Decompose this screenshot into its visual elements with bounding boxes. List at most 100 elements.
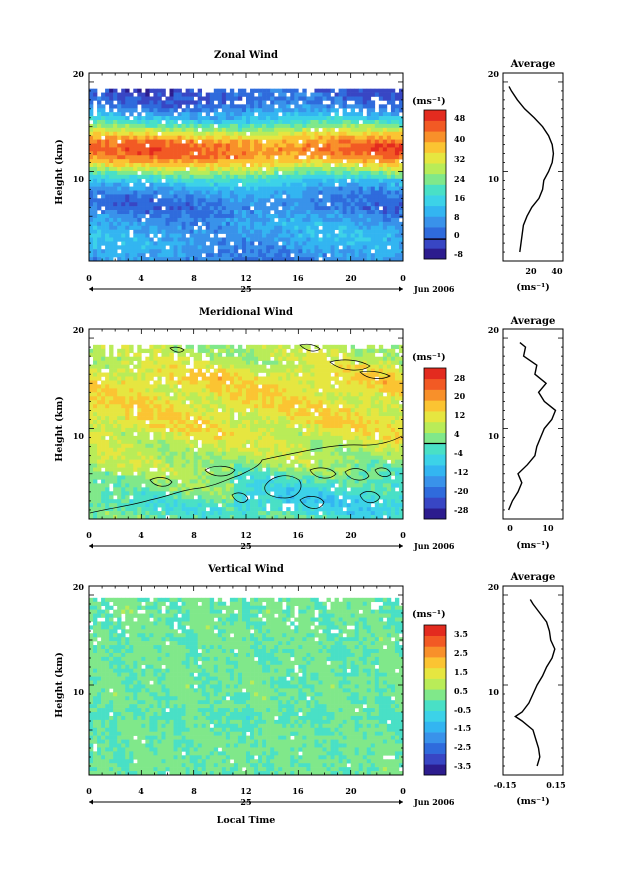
heatmap-cell	[254, 233, 259, 238]
heatmap-cell	[157, 443, 162, 449]
heatmap-cell	[173, 412, 178, 417]
heatmap-cell	[229, 190, 235, 195]
heatmap-cell	[121, 163, 126, 168]
heatmap-cell	[266, 96, 271, 101]
heatmap-cell	[205, 139, 211, 144]
heatmap-cell	[113, 400, 118, 405]
heatmap-cell	[225, 151, 231, 156]
heatmap-cell	[246, 108, 251, 113]
heatmap-cell	[201, 364, 207, 369]
heatmap-cell	[193, 364, 198, 369]
heatmap-cell	[169, 194, 174, 199]
heatmap-cell	[342, 190, 347, 195]
heatmap-cell	[342, 100, 347, 105]
heatmap-cell	[290, 206, 295, 211]
heatmap-cell	[145, 217, 150, 223]
heatmap-cell	[237, 380, 243, 385]
heatmap-cell	[229, 186, 235, 191]
heatmap-cell	[394, 120, 400, 125]
heatmap-cell	[366, 237, 372, 242]
heatmap-cell	[354, 112, 360, 117]
heatmap-cell	[121, 459, 126, 464]
heatmap-cell	[310, 139, 315, 144]
heatmap-cell	[97, 427, 102, 433]
heatmap-cell	[153, 155, 158, 160]
heatmap-cell	[177, 463, 182, 468]
heatmap-cell	[294, 123, 299, 129]
heatmap-cell	[390, 120, 396, 125]
heatmap-cell	[350, 108, 355, 113]
heatmap-cell	[101, 388, 106, 393]
heatmap-cell	[113, 206, 118, 211]
heatmap-cell	[149, 356, 154, 361]
heatmap-cell	[246, 120, 251, 125]
heatmap-cell	[306, 214, 311, 219]
heatmap-cell	[157, 427, 162, 433]
heatmap-cell	[189, 396, 194, 401]
heatmap-cell	[121, 186, 126, 191]
heatmap-cell	[358, 135, 364, 140]
heatmap-cell	[145, 139, 150, 144]
heatmap-cell	[354, 178, 360, 183]
heatmap-cell	[89, 384, 94, 389]
heatmap-cell	[282, 202, 287, 207]
zonal-ticks	[88, 72, 404, 262]
zonal-cb-tick-48: 48	[454, 113, 466, 123]
heatmap-cell	[258, 123, 263, 129]
heatmap-cell	[318, 214, 323, 219]
heatmap-cell	[133, 447, 138, 453]
heatmap-cell	[205, 127, 211, 133]
heatmap-cell	[358, 186, 364, 191]
heatmap-cell	[125, 139, 130, 144]
heatmap-cell	[246, 384, 251, 389]
heatmap-cell	[342, 139, 347, 144]
heatmap-cell	[101, 455, 106, 460]
heatmap-cell	[137, 352, 142, 358]
heatmap-cell	[294, 116, 299, 121]
heatmap-cell	[346, 143, 351, 148]
heatmap-cell	[282, 104, 287, 109]
heatmap-cell	[165, 112, 170, 117]
heatmap-cell	[233, 431, 239, 437]
heatmap-cell	[101, 190, 106, 195]
heatmap-cell	[246, 112, 251, 117]
heatmap-cell	[89, 123, 94, 129]
heatmap-cell	[149, 420, 154, 425]
heatmap-cell	[137, 88, 142, 93]
heatmap-cell	[394, 221, 400, 227]
heatmap-cell	[105, 190, 110, 195]
heatmap-cell	[89, 159, 94, 164]
heatmap-cell	[217, 400, 223, 405]
heatmap-cell	[185, 100, 190, 105]
heatmap-cell	[157, 225, 162, 230]
heatmap-cell	[282, 167, 287, 172]
heatmap-cell	[278, 108, 283, 113]
heatmap-cell	[105, 135, 110, 140]
heatmap-cell	[161, 400, 166, 405]
heatmap-cell	[157, 400, 162, 405]
heatmap-cell	[237, 376, 243, 381]
heatmap-cell	[246, 241, 251, 246]
heatmap-cell	[197, 392, 203, 397]
heatmap-cell	[250, 92, 255, 97]
heatmap-cell	[121, 182, 126, 187]
heatmap-cell	[225, 147, 231, 152]
heatmap-cell	[213, 491, 219, 496]
heatmap-cell	[241, 491, 247, 496]
heatmap-cell	[266, 194, 271, 199]
heatmap-cell	[221, 194, 227, 199]
heatmap-cell	[109, 495, 114, 500]
heatmap-cell	[177, 104, 182, 109]
heatmap-cell	[193, 147, 198, 152]
heatmap-cell	[246, 229, 251, 234]
heatmap-cell	[290, 170, 295, 176]
heatmap-cell	[165, 388, 170, 393]
heatmap-cell	[145, 499, 150, 504]
heatmap-cell	[93, 174, 98, 180]
heatmap-cell	[233, 174, 239, 180]
heatmap-cell	[161, 499, 166, 504]
heatmap-cell	[358, 194, 364, 199]
heatmap-cell	[201, 427, 207, 433]
heatmap-cell	[246, 147, 251, 152]
heatmap-cell	[157, 503, 162, 508]
